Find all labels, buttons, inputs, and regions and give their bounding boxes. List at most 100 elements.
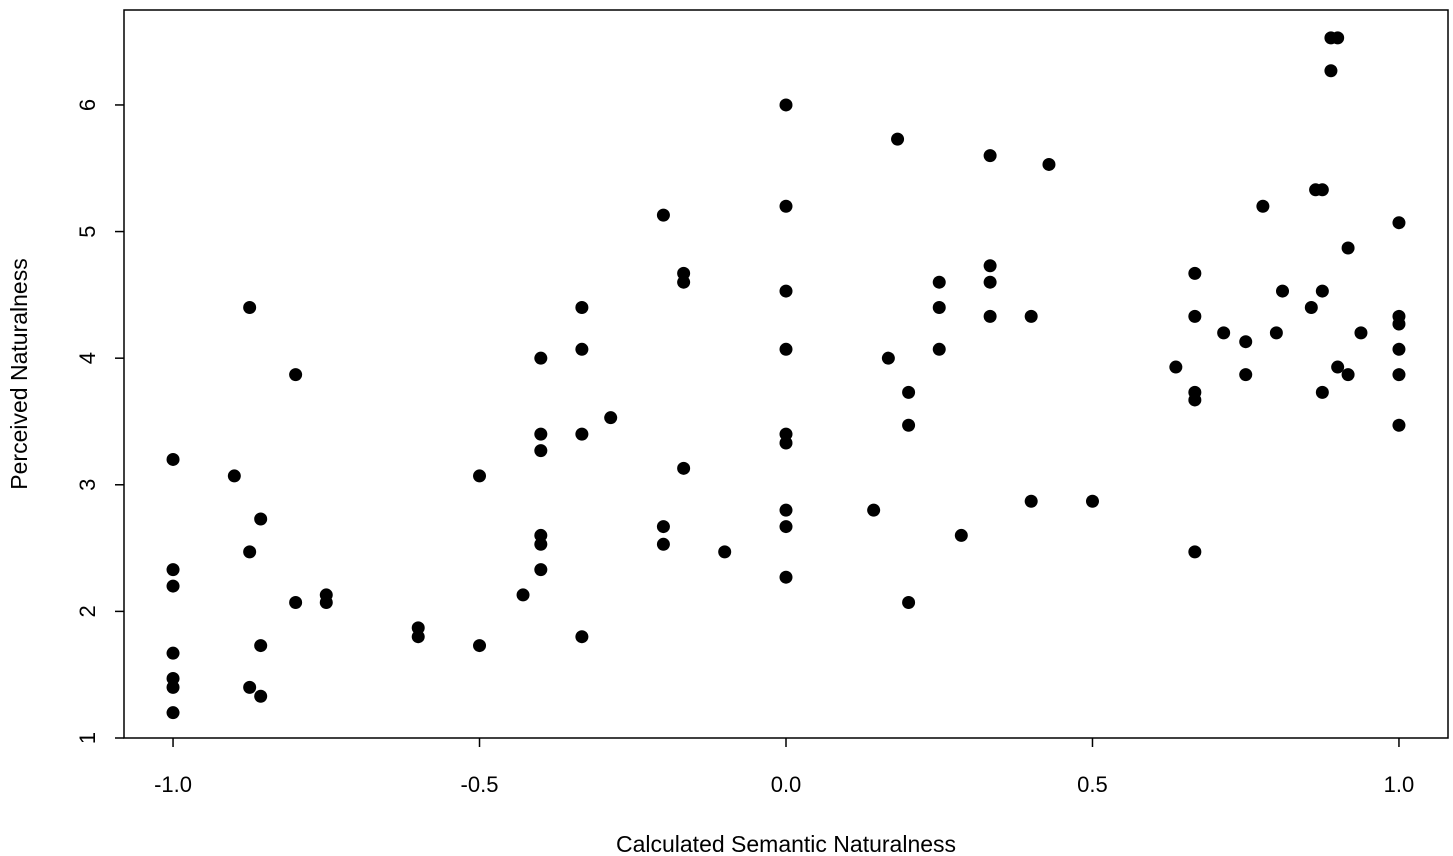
- data-point: [227, 469, 241, 483]
- x-axis: -1.0 -0.5 0.0 0.5 1.0: [154, 738, 1414, 797]
- data-point: [254, 689, 268, 703]
- data-point: [575, 342, 589, 356]
- data-point: [677, 461, 691, 475]
- y-axis: 1 2 3 4 5 6: [75, 99, 124, 744]
- data-point: [1341, 241, 1355, 255]
- data-point: [1169, 360, 1183, 374]
- data-point: [604, 411, 618, 425]
- data-point: [902, 385, 916, 399]
- data-point: [1256, 199, 1270, 213]
- data-point: [254, 639, 268, 653]
- x-axis-label: Calculated Semantic Naturalness: [616, 831, 956, 856]
- data-point: [1341, 368, 1355, 382]
- data-point: [1042, 157, 1056, 171]
- data-point: [902, 418, 916, 432]
- data-point: [289, 596, 303, 610]
- x-tick-label: 0.0: [771, 772, 802, 797]
- y-tick-label: 2: [75, 605, 100, 617]
- data-points: [166, 31, 1406, 720]
- data-point: [1315, 183, 1329, 197]
- data-point: [516, 588, 530, 602]
- y-tick-label: 5: [75, 225, 100, 237]
- data-point: [1276, 284, 1289, 298]
- data-point: [954, 528, 968, 542]
- data-point: [1392, 368, 1406, 382]
- data-point: [779, 342, 793, 356]
- data-point: [1324, 64, 1338, 78]
- data-point: [243, 301, 257, 315]
- data-point: [1392, 342, 1406, 356]
- data-point: [1315, 385, 1329, 399]
- y-tick-label: 1: [75, 732, 100, 744]
- data-point: [779, 284, 793, 298]
- data-point: [575, 301, 589, 315]
- data-point: [1024, 309, 1038, 323]
- y-tick-label: 3: [75, 479, 100, 491]
- data-point: [534, 427, 548, 441]
- data-point: [319, 596, 333, 610]
- data-point: [891, 132, 905, 146]
- data-point: [779, 199, 793, 213]
- data-point: [718, 545, 732, 559]
- data-point: [411, 630, 425, 644]
- data-point: [575, 630, 589, 644]
- data-point: [1354, 326, 1368, 340]
- data-point: [1331, 31, 1345, 45]
- data-point: [902, 596, 916, 610]
- data-point: [1392, 418, 1406, 432]
- data-point: [166, 563, 180, 577]
- data-point: [243, 680, 257, 694]
- x-tick-label: -0.5: [461, 772, 499, 797]
- data-point: [254, 512, 268, 526]
- data-point: [983, 309, 997, 323]
- data-point: [881, 351, 895, 365]
- data-point: [166, 646, 180, 660]
- data-point: [1315, 284, 1329, 298]
- data-point: [1239, 335, 1253, 349]
- x-tick-label: 1.0: [1384, 772, 1415, 797]
- data-point: [779, 570, 793, 584]
- data-point: [1024, 494, 1038, 508]
- y-tick-label: 6: [75, 99, 100, 111]
- y-axis-label: Perceived Naturalness: [6, 258, 32, 489]
- data-point: [779, 520, 793, 534]
- data-point: [983, 275, 997, 289]
- x-tick-label: 0.5: [1077, 772, 1108, 797]
- data-point: [1188, 545, 1202, 559]
- data-point: [983, 149, 997, 163]
- data-point: [166, 680, 180, 694]
- data-point: [473, 639, 487, 653]
- data-point: [289, 368, 303, 382]
- data-point: [1085, 494, 1099, 508]
- data-point: [473, 469, 487, 483]
- data-point: [779, 503, 793, 517]
- data-point: [779, 98, 793, 112]
- data-point: [656, 537, 670, 551]
- data-point: [243, 545, 257, 559]
- data-point: [1392, 216, 1406, 230]
- data-point: [166, 452, 180, 466]
- data-point: [534, 351, 548, 365]
- data-point: [166, 706, 180, 720]
- data-point: [1188, 266, 1202, 280]
- data-point: [1188, 309, 1202, 323]
- data-point: [166, 579, 180, 593]
- data-point: [932, 275, 946, 289]
- data-point: [1188, 393, 1202, 407]
- data-point: [677, 275, 691, 289]
- data-point: [1392, 317, 1406, 331]
- data-point: [1239, 368, 1253, 382]
- data-point: [534, 444, 548, 458]
- data-point: [656, 520, 670, 534]
- y-tick-label: 4: [75, 352, 100, 364]
- data-point: [1217, 326, 1231, 340]
- data-point: [932, 301, 946, 315]
- data-point: [932, 342, 946, 356]
- data-point: [867, 503, 881, 517]
- data-point: [983, 259, 997, 273]
- data-point: [656, 208, 670, 222]
- data-point: [534, 537, 548, 551]
- data-point: [779, 436, 793, 450]
- data-point: [1304, 301, 1318, 315]
